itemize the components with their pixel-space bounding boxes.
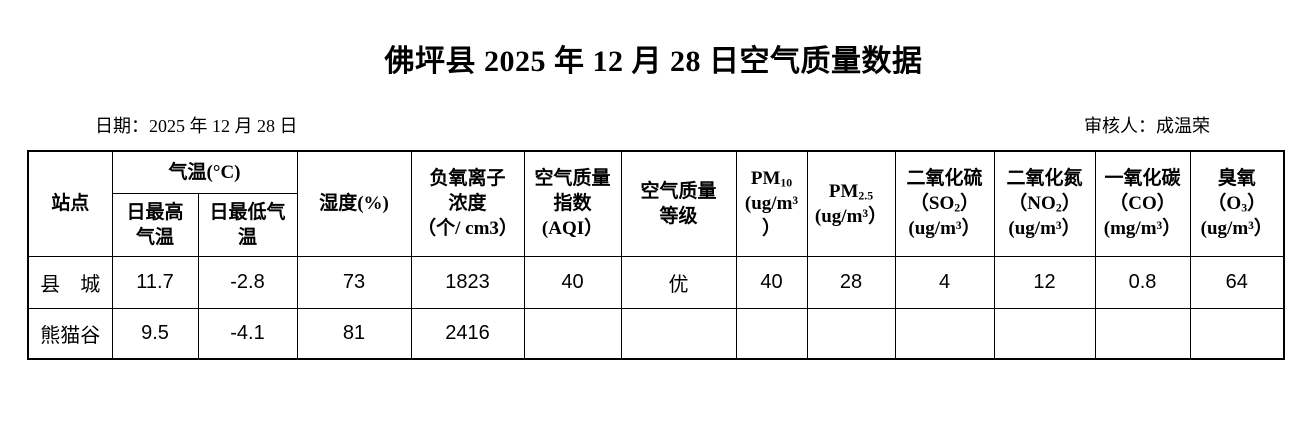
col-header-co: 一氧化碳 （CO） (mg/m³） (1094, 150, 1191, 257)
cell-r1-temp-min: -4.1 (197, 307, 298, 360)
col-header-aq-grade: 空气质量 等级 (620, 150, 737, 257)
cell-r0-co: 0.8 (1094, 255, 1191, 309)
cell-r1-temp-max: 9.5 (111, 307, 199, 360)
col-header-humidity: 湿度(%) (296, 150, 412, 257)
cell-r0-temp-min: -2.8 (197, 255, 298, 309)
cell-r0-no2: 12 (993, 255, 1096, 309)
col-header-temp-max: 日最高 气温 (111, 192, 199, 257)
cell-r0-pm10: 40 (735, 255, 808, 309)
table-row-panda-valley: 熊猫谷 9.5 -4.1 81 2416 (27, 307, 1285, 360)
cell-r0-aqi: 40 (523, 255, 622, 309)
cell-r1-no2 (993, 307, 1096, 360)
col-header-pm25: PM2.5 (ug/m³） (806, 150, 896, 257)
col-header-temperature-group-label: 气温(°C) (168, 161, 241, 183)
cell-r1-negative-ion: 2416 (410, 307, 525, 360)
col-header-aqi: 空气质量 指数 (AQI） (523, 150, 622, 257)
col-header-temp-min: 日最低气 温 (197, 192, 298, 257)
col-header-o3: 臭氧 （O3） (ug/m³） (1189, 150, 1285, 257)
col-header-temperature-group: 气温(°C) (111, 150, 298, 194)
cell-r1-aq-grade (620, 307, 737, 360)
cell-r0-so2: 4 (894, 255, 995, 309)
table-row-county-seat: 县 城 11.7 -2.8 73 1823 40 优 40 28 4 12 0.… (27, 255, 1285, 309)
cell-r1-aqi (523, 307, 622, 360)
cell-r0-negative-ion: 1823 (410, 255, 525, 309)
col-header-station-label: 站点 (51, 193, 90, 215)
cell-r1-station: 熊猫谷 (27, 307, 113, 360)
col-header-so2: 二氧化硫 （SO2） (ug/m³） (894, 150, 995, 257)
date-label: 日期：2025 年 12 月 28 日 (95, 116, 298, 136)
reviewer-label: 审核人：成温荣 (1084, 116, 1210, 136)
page-title: 佛坪县 2025 年 12 月 28 日空气质量数据 (384, 45, 923, 78)
col-header-pm10: PM10 (ug/m³ ） (735, 150, 808, 257)
cell-r0-o3: 64 (1189, 255, 1285, 309)
cell-r1-humidity: 81 (296, 307, 412, 360)
cell-r0-pm25: 28 (806, 255, 896, 309)
cell-r0-aq-grade: 优 (620, 255, 737, 309)
col-header-station: 站点 (27, 150, 113, 257)
cell-r1-co (1094, 307, 1191, 360)
col-header-no2: 二氧化氮 （NO2） (ug/m³） (993, 150, 1096, 257)
cell-r1-pm10 (735, 307, 808, 360)
air-quality-table: 站点 气温(°C) 湿度(%) 负氧离子 浓度 （个/ cm3） 空气质量 指数… (27, 150, 1286, 360)
cell-r1-o3 (1189, 307, 1285, 360)
cell-r0-humidity: 73 (296, 255, 412, 309)
cell-r0-station: 县 城 (27, 255, 113, 309)
cell-r0-temp-max: 11.7 (111, 255, 199, 309)
col-header-humidity-label: 湿度(%) (319, 193, 389, 215)
col-header-negative-ion: 负氧离子 浓度 （个/ cm3） (410, 150, 525, 257)
cell-r1-so2 (894, 307, 995, 360)
cell-r1-pm25 (806, 307, 896, 360)
